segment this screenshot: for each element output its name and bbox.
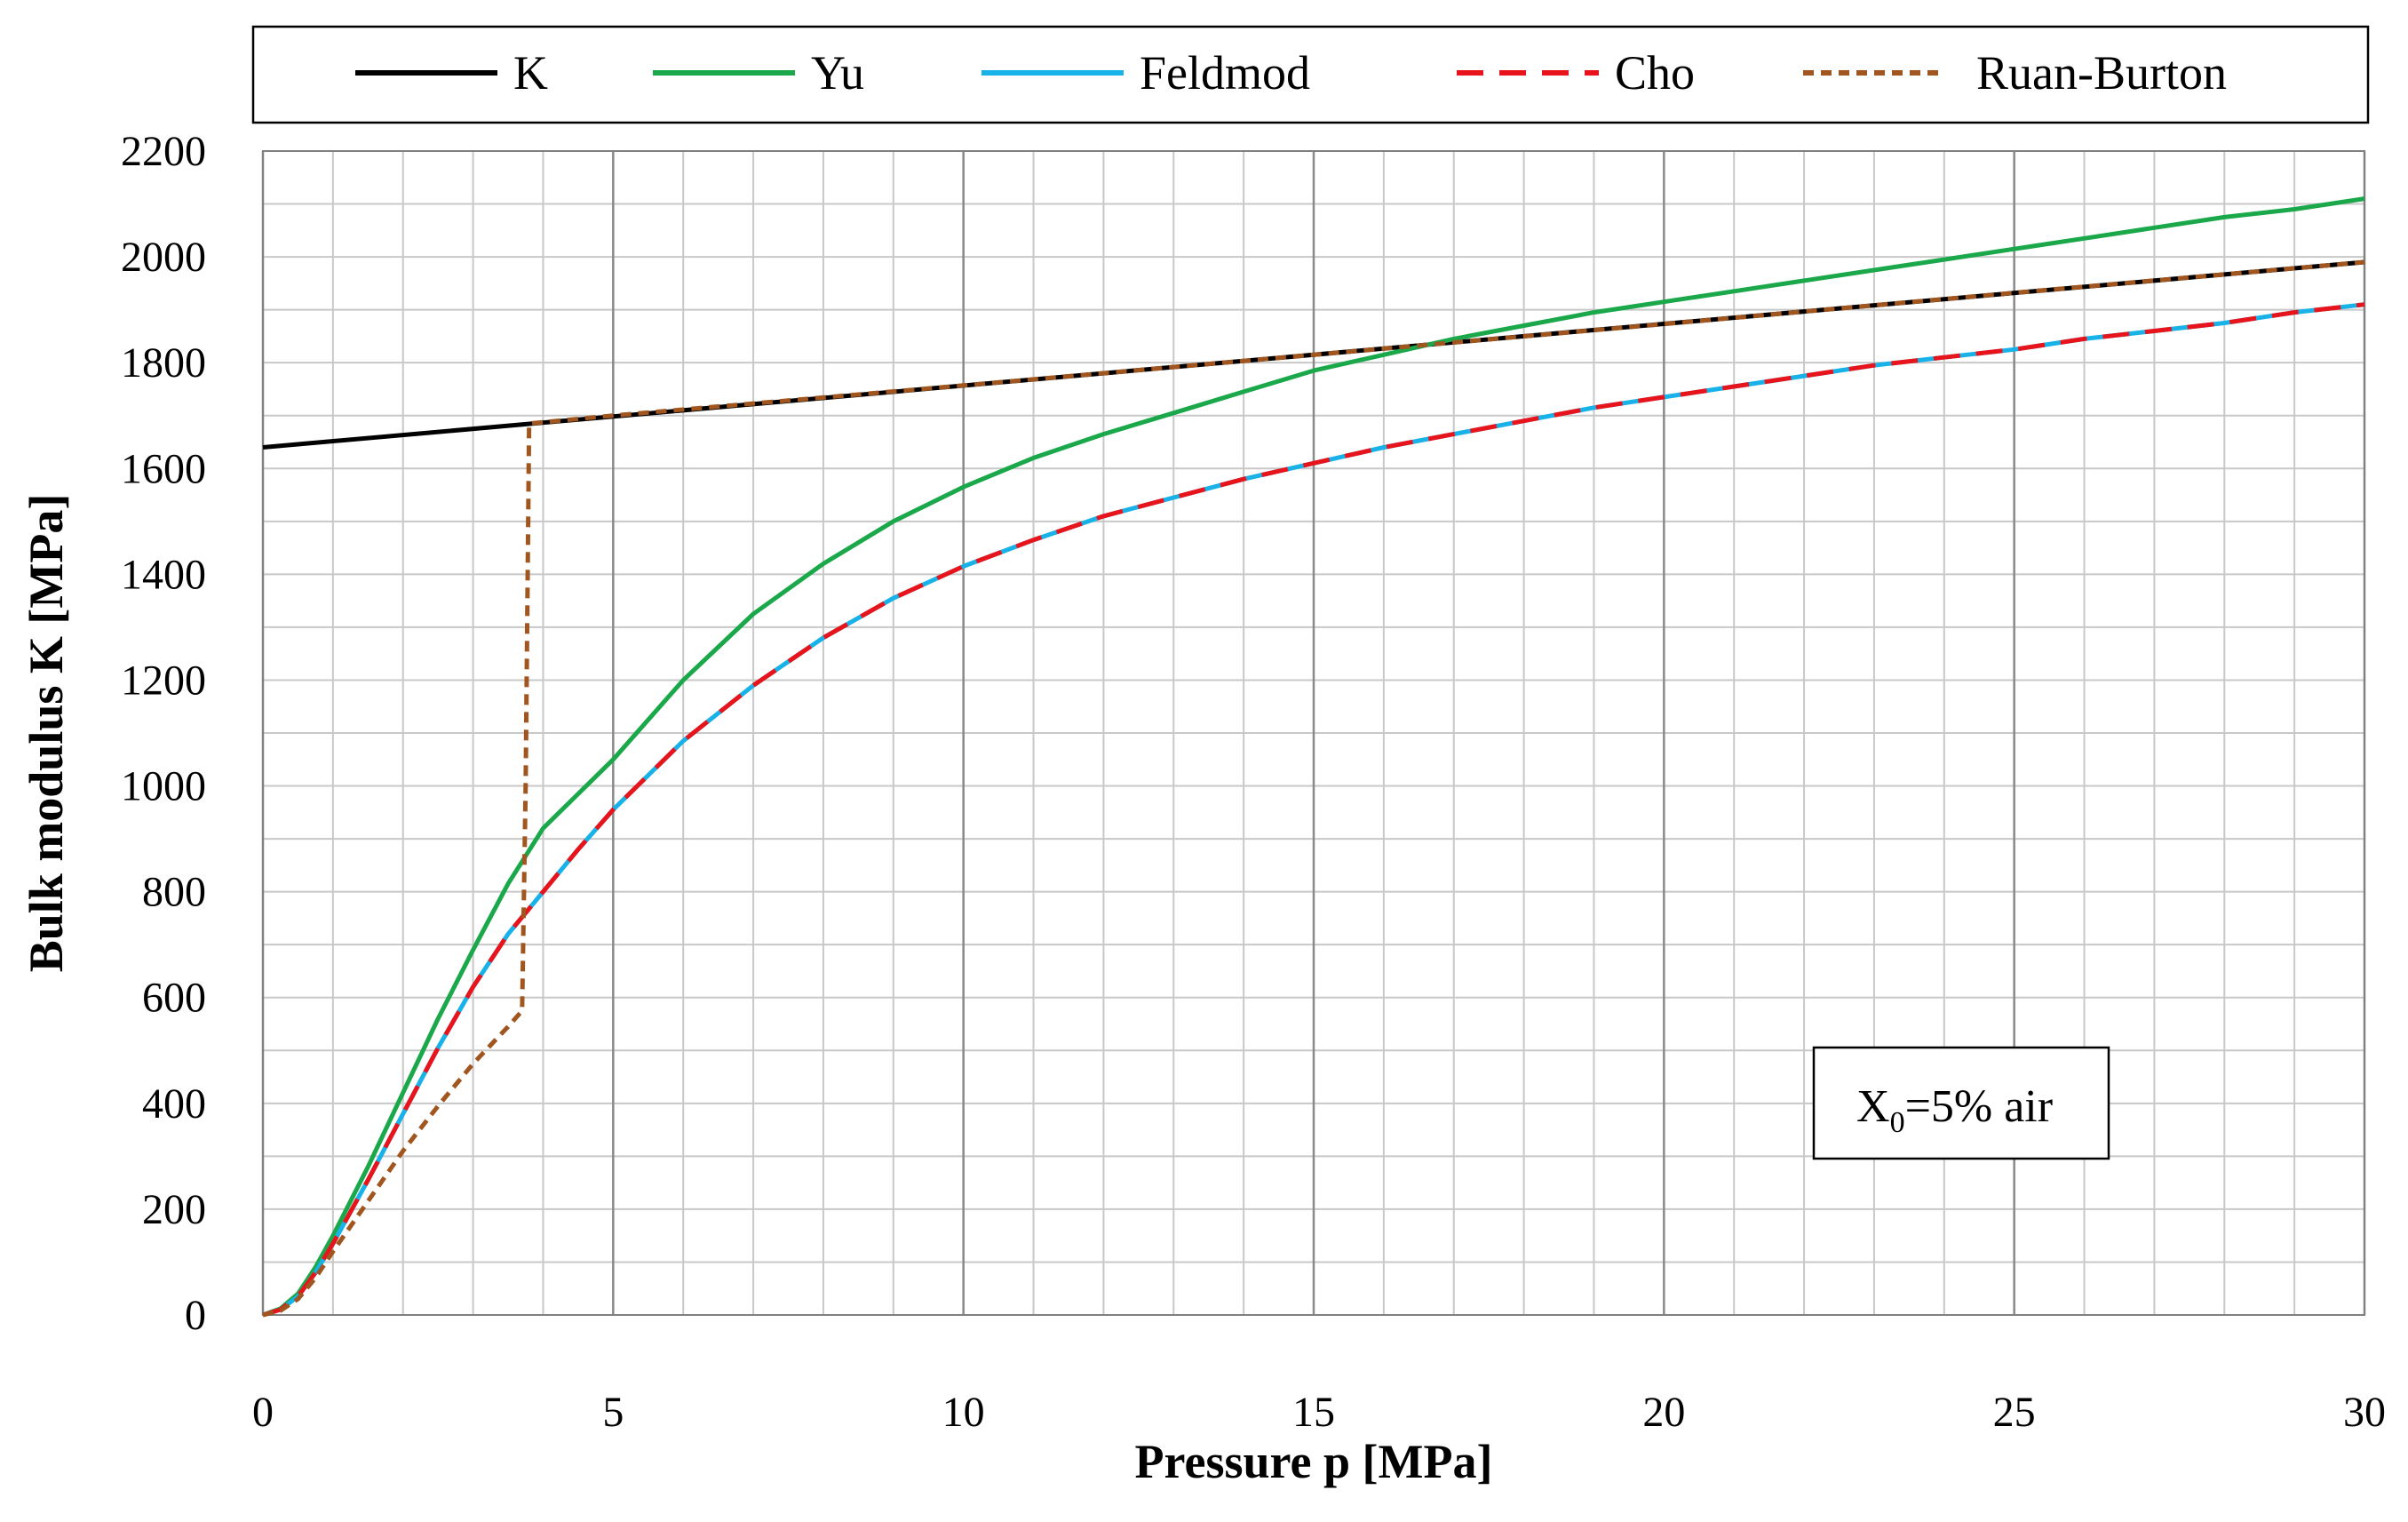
y-tick-label: 800 [142,869,206,916]
legend-box [251,25,2370,124]
annotation-base: X [1856,1081,1890,1132]
y-tick-label: 1800 [121,339,206,386]
air-fraction-annotation: X0=5% air [1812,1046,2110,1160]
x-tick-labels: 0 5 10 15 20 25 30 [252,1389,2386,1436]
x-tick-label: 5 [602,1389,624,1436]
legend-label-ruan-burton: Ruan-Burton [1976,46,2227,100]
x-tick-label: 30 [2343,1389,2386,1436]
x-tick-label: 10 [942,1389,985,1436]
x-tick-label: 0 [252,1389,274,1436]
x-axis-title: Pressure p [MPa] [1135,1435,1493,1488]
legend: K Yu Feldmod Cho Ruan-Burton [251,25,2370,124]
y-axis-title: Bulk modulus K [MPa] [20,494,73,973]
series-line-yu [262,196,2365,1318]
y-tick-label: 2000 [121,234,206,281]
plot-area-frame [262,150,2365,1316]
annotation-subscript: 0 [1890,1106,1905,1139]
y-tick-label: 1600 [121,445,206,492]
annotation-box [1812,1046,2110,1160]
x-tick-label: 15 [1292,1389,1335,1436]
legend-label-cho: Cho [1615,46,1695,100]
legend-label-yu: Yu [811,46,864,100]
y-tick-label: 200 [142,1186,206,1233]
y-tick-label: 1200 [121,657,206,704]
series-line-cho [262,302,2365,1318]
y-tick-label: 1000 [121,763,206,810]
legend-label-feldmod: Feldmod [1140,46,1310,100]
series-line-ruan-burton [262,259,2365,1318]
y-tick-labels: 0 200 400 600 800 1000 1200 1400 1600 1800 2000 220… [121,128,206,1339]
series-layer [262,196,2365,1318]
y-tick-label: 0 [185,1292,206,1339]
x-tick-label: 25 [1993,1389,2036,1436]
y-tick-label: 400 [142,1080,206,1128]
legend-items: K Yu Feldmod Cho Ruan-Burton [355,46,2227,100]
annotation-text: X0=5% air [1856,1081,2053,1139]
y-tick-label: 2200 [121,128,206,175]
y-tick-label: 600 [142,975,206,1022]
legend-label-k: K [513,46,548,100]
y-tick-label: 1400 [121,551,206,598]
annotation-rest: =5% air [1905,1081,2054,1132]
x-tick-label: 20 [1642,1389,1685,1436]
